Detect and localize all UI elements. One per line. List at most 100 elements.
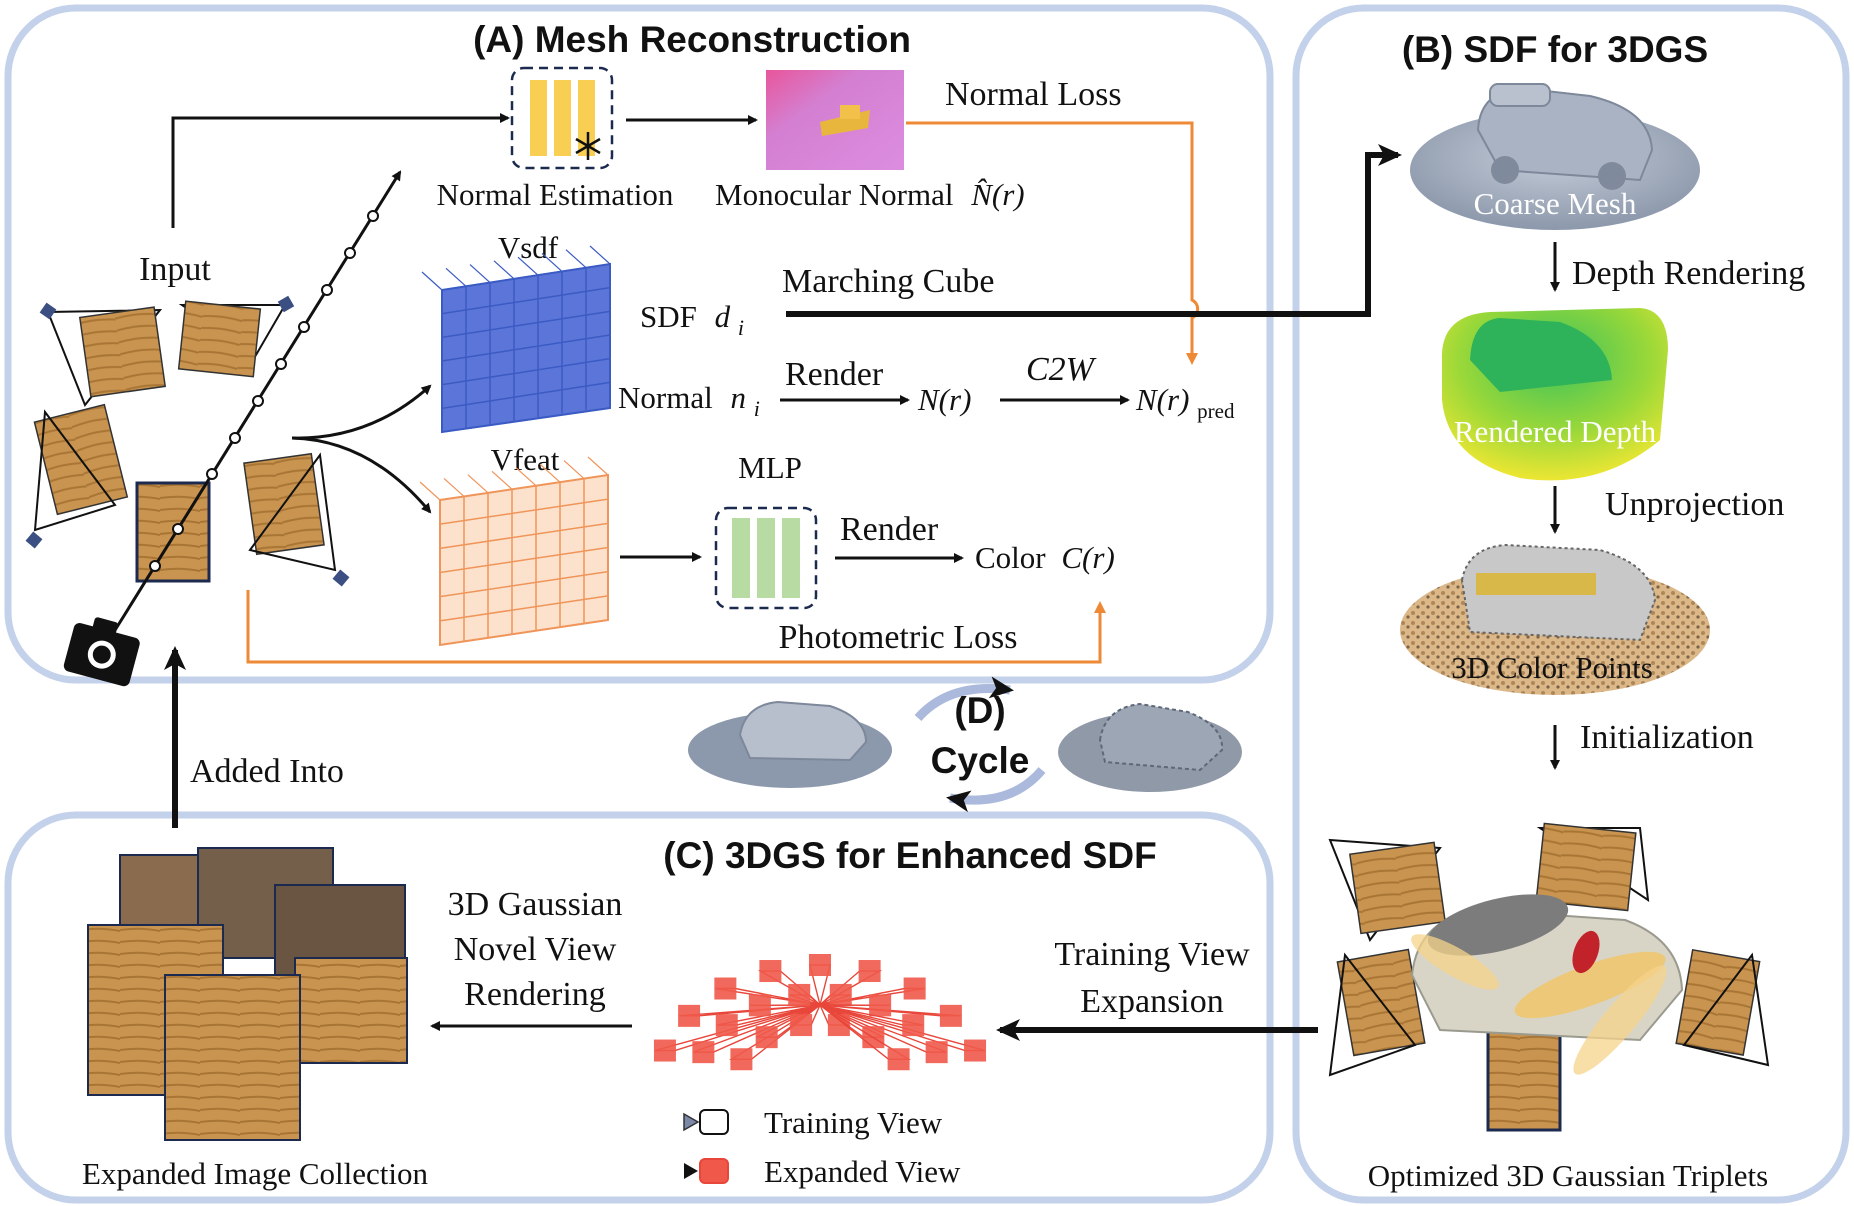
optimized-gaussians xyxy=(1328,822,1770,1132)
cycle-arrows-icon xyxy=(914,676,1046,813)
grid-line xyxy=(493,260,515,280)
grid-line xyxy=(441,381,611,410)
novel-view-label-line1: 3D Gaussian xyxy=(448,886,623,923)
sdf-subscript: i xyxy=(738,315,744,340)
camera-icon xyxy=(63,617,140,687)
initialization-label: Initialization xyxy=(1580,719,1754,756)
input-label: Input xyxy=(139,251,211,288)
grid-line xyxy=(587,456,609,476)
rendered-depth-label: Rendered Depth xyxy=(1454,414,1657,449)
expansion-label-line2: Expansion xyxy=(1080,983,1224,1020)
expanded-camera-box xyxy=(903,977,926,1000)
monocular-normal-text: Monocular Normal xyxy=(715,177,953,212)
panel-c-border xyxy=(4,811,1274,1204)
expanded-camera-box xyxy=(829,983,852,1006)
sdf-symbol: d xyxy=(715,299,731,334)
small-camera-icon xyxy=(25,531,43,549)
grid-line xyxy=(491,470,513,490)
n-r-pred-label: N(r) pred xyxy=(1135,382,1235,423)
ray-samples xyxy=(149,210,379,572)
branch-arrow-vfeat xyxy=(291,436,432,514)
color-points-render xyxy=(1400,543,1710,695)
n-r-pred-text: N(r) xyxy=(1135,382,1189,417)
photometric-loss-label: Photometric Loss xyxy=(779,619,1018,656)
legend-expanded-label: Expanded View xyxy=(764,1154,961,1189)
grid-line xyxy=(419,481,441,501)
legend-training-marker-icon xyxy=(683,1112,700,1132)
grid-line xyxy=(539,463,561,483)
grid-line xyxy=(565,249,587,269)
grid-line xyxy=(443,477,465,497)
input-to-normal-arrow xyxy=(171,113,510,228)
rendered-depth-image xyxy=(1441,308,1668,481)
normal-loss-arrow xyxy=(906,121,1200,365)
c2w-label: C2W xyxy=(1026,351,1097,388)
input-view-image xyxy=(177,300,262,378)
grid-line xyxy=(467,474,489,494)
panel-a-title: (A) Mesh Reconstruction xyxy=(473,19,911,60)
expanded-camera-box xyxy=(869,994,892,1017)
cycle-label-word: Cycle xyxy=(931,740,1030,781)
expanded-image xyxy=(164,974,301,1141)
panel-c-title: (C) 3DGS for Enhanced SDF xyxy=(663,835,1156,876)
marching-cube-label: Marching Cube xyxy=(782,263,994,300)
monocular-normal-label: Monocular Normal N̂(r) xyxy=(715,177,1025,212)
legend-expanded-view: Expanded View xyxy=(684,1154,961,1189)
grid-line xyxy=(439,546,609,574)
small-camera-icon xyxy=(277,295,295,313)
vfeat-grid xyxy=(419,456,609,647)
expanded-camera-box xyxy=(715,1014,738,1037)
training-view-image xyxy=(1348,841,1446,935)
grid-line xyxy=(515,467,537,487)
cycle-mesh-left xyxy=(688,700,892,788)
panel-a-border xyxy=(4,4,1274,684)
input-views xyxy=(25,295,350,587)
small-camera-icon xyxy=(39,302,57,320)
grid-line xyxy=(441,286,611,315)
grid-line xyxy=(439,498,609,525)
normal-loss-label: Normal Loss xyxy=(945,76,1122,113)
expanded-camera-box xyxy=(790,1014,813,1037)
grid-line xyxy=(469,264,491,284)
grid-line xyxy=(517,256,539,276)
n-r-pred-subscript: pred xyxy=(1197,399,1235,423)
legend-training-label: Training View xyxy=(764,1105,943,1140)
legend-expanded-box xyxy=(699,1158,729,1184)
normal-text: Normal xyxy=(618,380,713,415)
expanded-camera-dome xyxy=(653,954,987,1071)
expansion-label-line1: Training View xyxy=(1054,936,1250,973)
expanded-image-collection xyxy=(87,847,408,1141)
expanded-camera-box xyxy=(902,1014,925,1037)
normal-estimation-label: Normal Estimation xyxy=(437,177,674,212)
expanded-camera-box xyxy=(809,954,831,976)
panel-b-title: (B) SDF for 3DGS xyxy=(1402,29,1708,70)
grid-line xyxy=(445,267,467,287)
photometric-loss-arrow xyxy=(246,590,1106,664)
render-label-2: Render xyxy=(840,511,939,548)
expanded-camera-box xyxy=(858,960,881,983)
training-frustum xyxy=(1682,952,1770,1067)
normal-subscript: i xyxy=(754,396,760,421)
render-label-1: Render xyxy=(785,356,884,393)
grid-line xyxy=(589,245,611,265)
depth-rendering-label: Depth Rendering xyxy=(1572,255,1805,292)
vfeat-label: Vfeat xyxy=(491,442,560,477)
small-camera-icon xyxy=(332,569,350,587)
normal-label: Normal n i xyxy=(618,380,760,421)
grid-line xyxy=(541,252,563,272)
added-into-label: Added Into xyxy=(190,753,344,790)
marching-cube-arrow xyxy=(786,144,1402,317)
color-symbol: C(r) xyxy=(1061,540,1114,575)
expanded-camera-box xyxy=(714,977,737,1000)
mlp-label: MLP xyxy=(738,450,802,485)
sdf-label: SDF d i xyxy=(640,299,744,340)
branch-arrow-vsdf xyxy=(291,384,432,440)
grid-line xyxy=(441,310,611,339)
n-r-label: N(r) xyxy=(917,382,971,417)
normal-symbol: n xyxy=(730,380,746,415)
mlp-block xyxy=(714,506,818,610)
expanded-image xyxy=(294,957,408,1064)
vsdf-grid xyxy=(421,245,611,434)
expanded-camera-box xyxy=(788,983,811,1006)
